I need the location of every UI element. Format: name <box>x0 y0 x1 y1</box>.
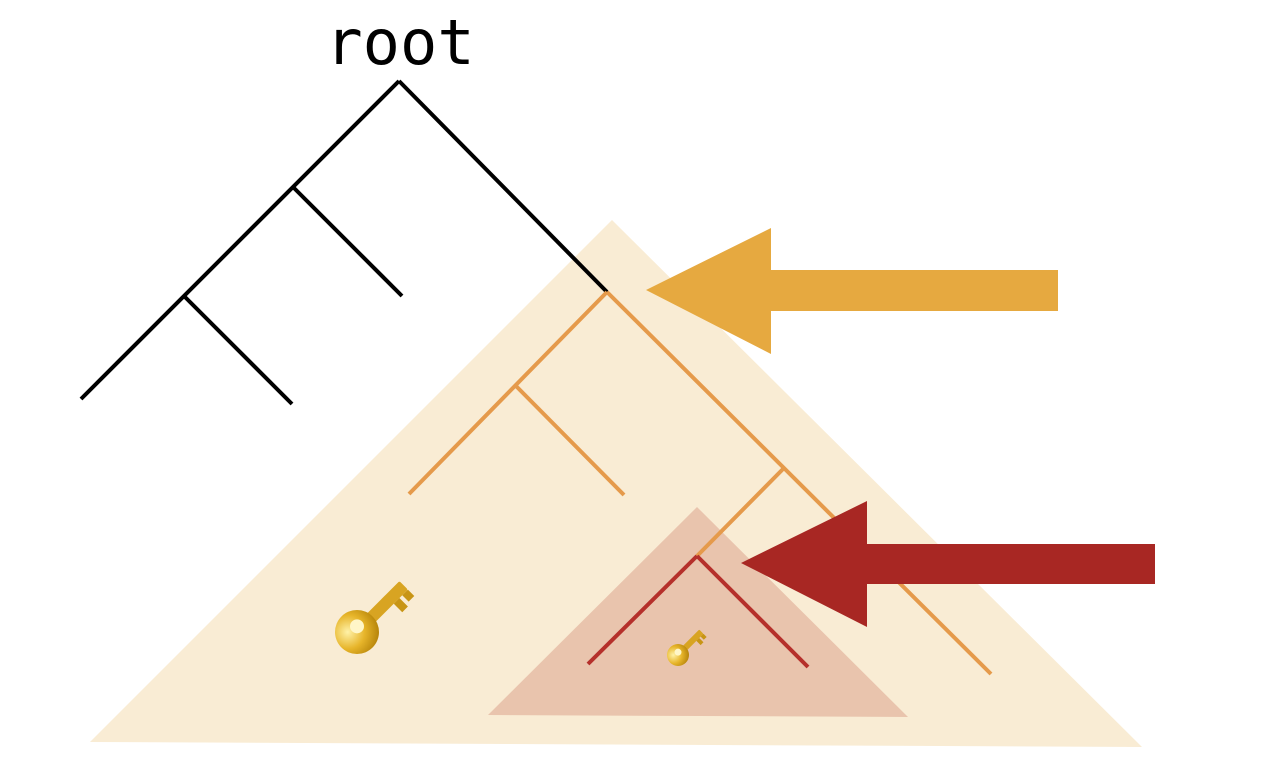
inner-arrow-icon <box>741 501 1155 627</box>
root-tree <box>79 79 609 406</box>
key-icon <box>667 629 707 666</box>
outer-branch-right <box>695 466 786 558</box>
root-edge-right <box>397 79 609 294</box>
outer-subtree <box>407 290 993 676</box>
inner-subtree <box>586 554 810 669</box>
inner-edge-right <box>695 554 810 669</box>
outer-branch-left <box>514 384 626 497</box>
root-edge-left <box>79 79 401 401</box>
inner-edge-left <box>586 554 699 666</box>
outer-edge-left <box>407 290 609 496</box>
outer-arrow-icon <box>646 228 1058 354</box>
root-label: root <box>325 6 474 79</box>
root-branch-lower <box>182 294 294 406</box>
key-icon <box>335 581 415 654</box>
root-branch-upper <box>291 185 404 298</box>
outer-edge-right <box>605 290 993 676</box>
